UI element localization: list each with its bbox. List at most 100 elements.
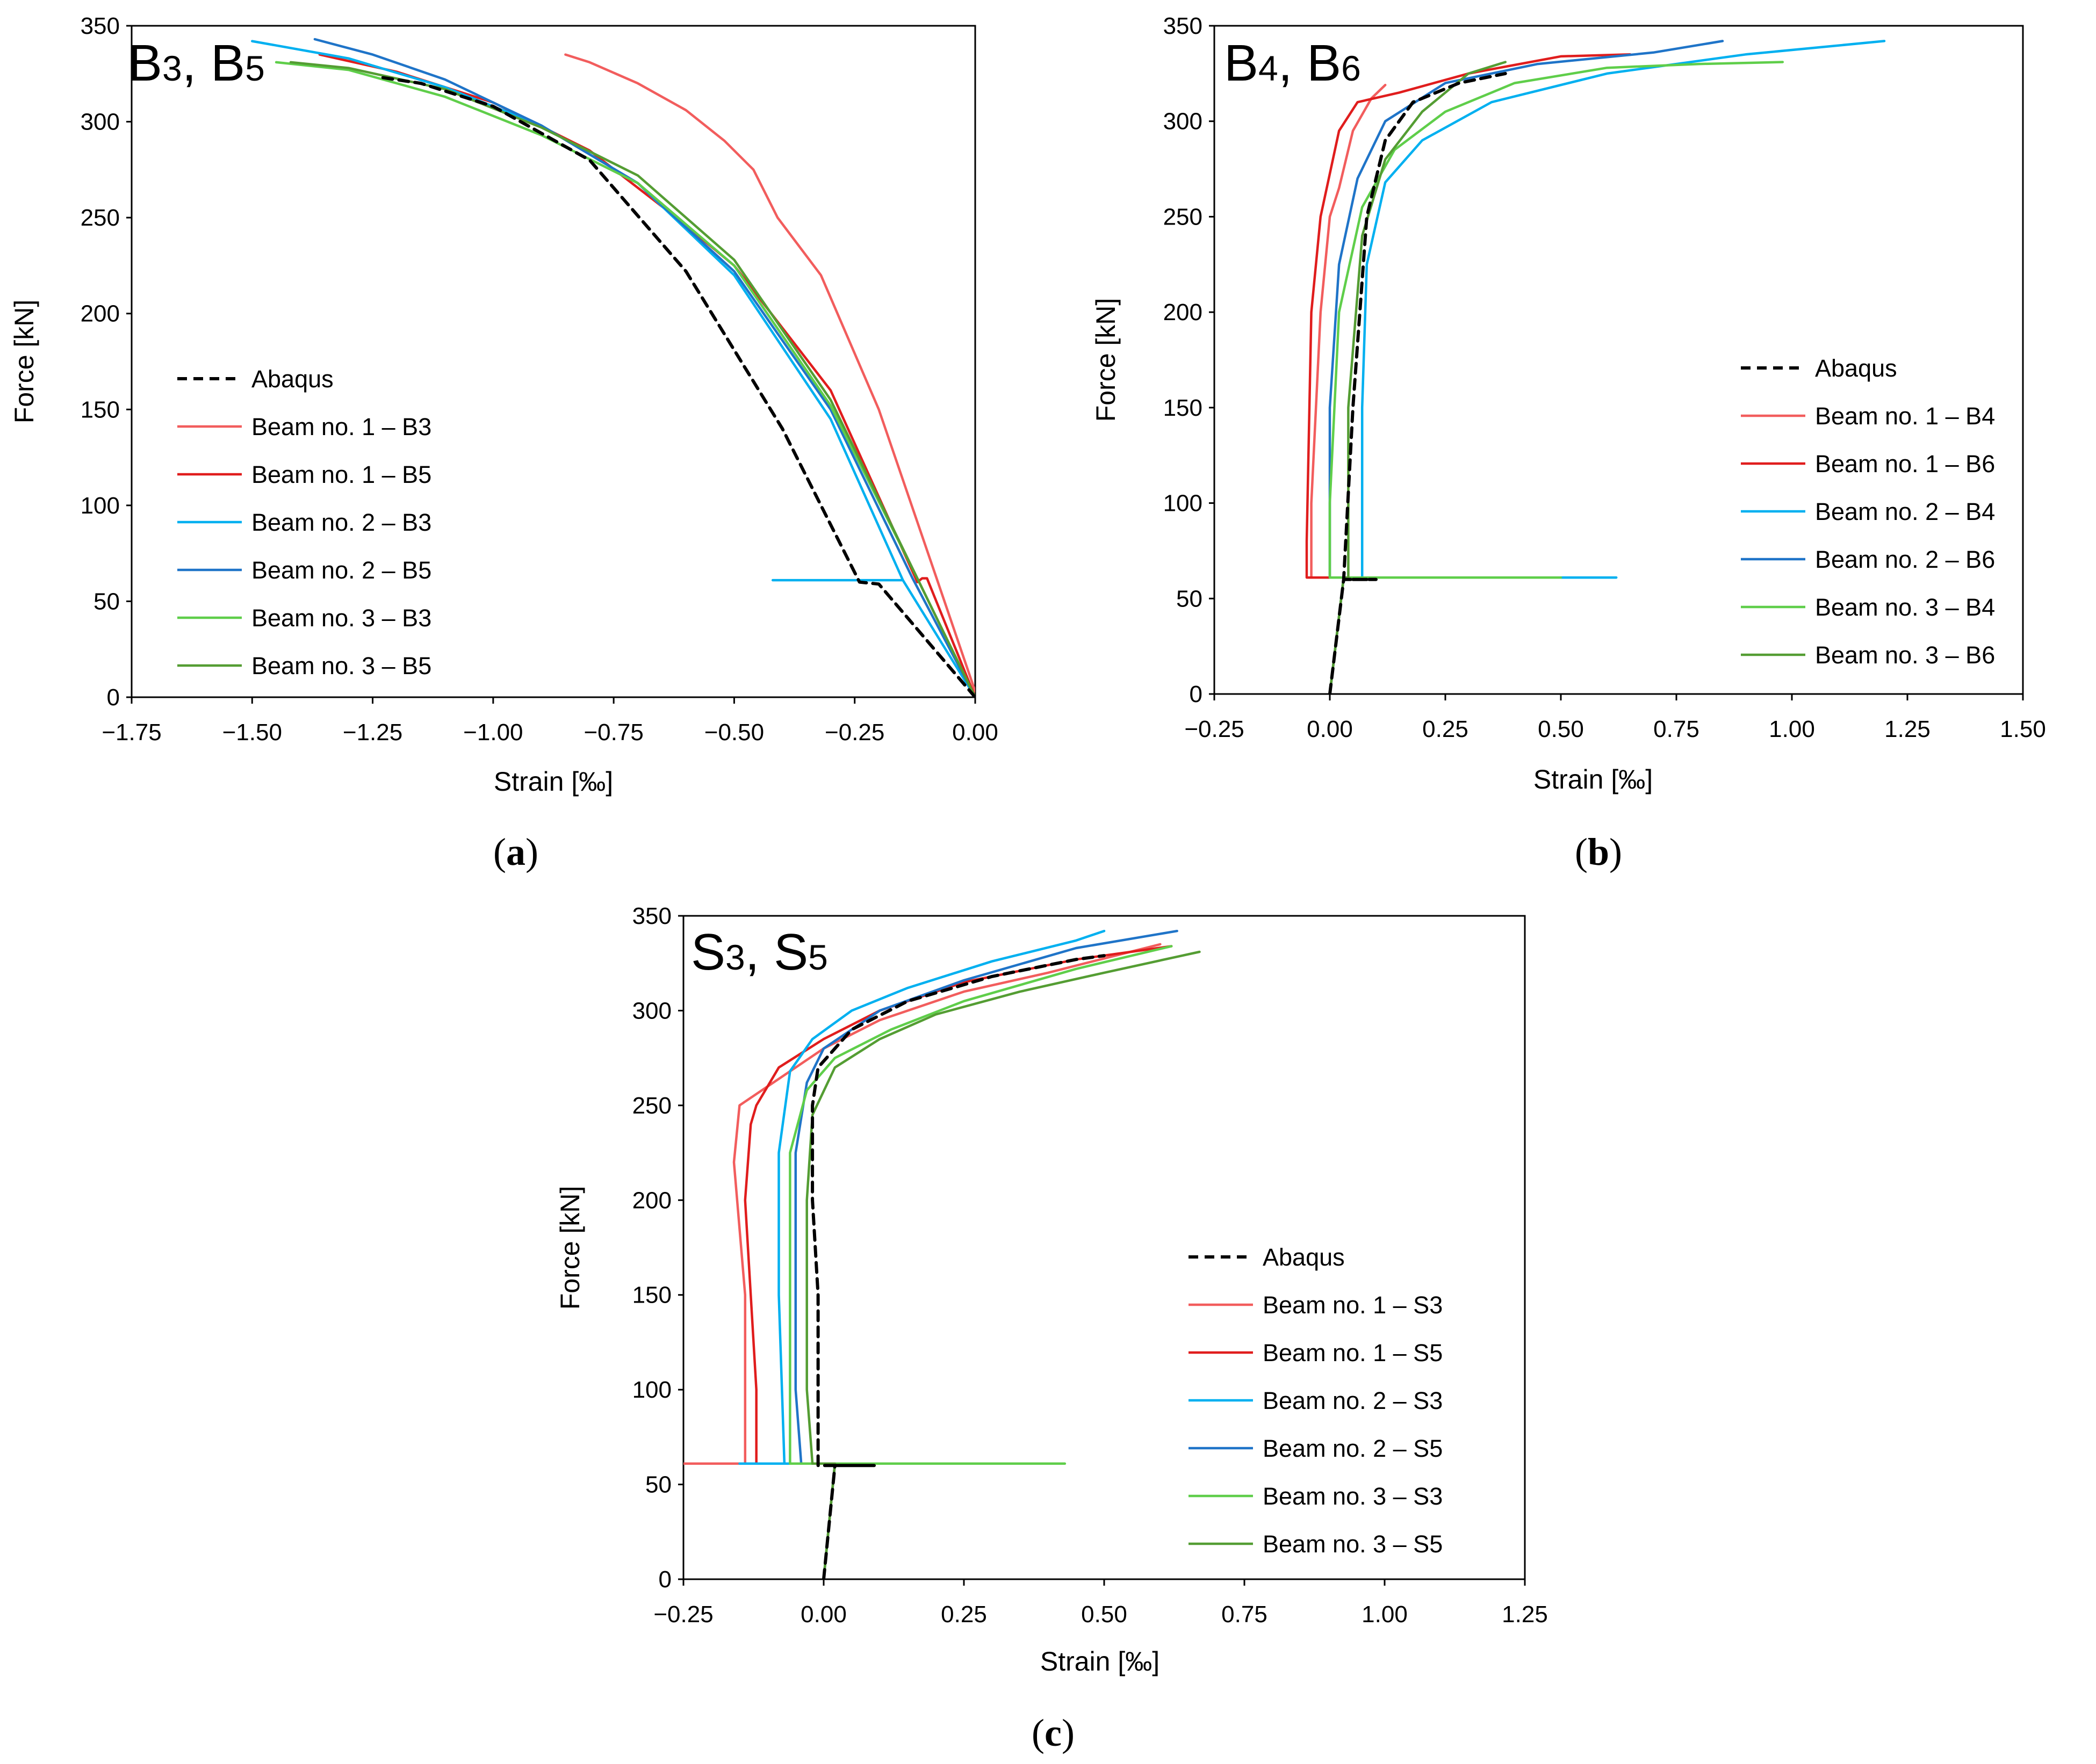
x-tick-label: −0.25 [653,1601,713,1628]
caption-letter: b [1588,830,1609,873]
x-tick-label: 0.00 [952,719,998,746]
legend-label-beam-no-1-b6: Beam no. 1 – B6 [1815,450,1995,478]
legend-label-beam-no-2-b3: Beam no. 2 – B3 [251,509,431,536]
caption-paren-open: ( [1032,1711,1045,1754]
y-tick-label: 200 [632,1187,672,1213]
x-tick-label: −0.25 [1184,716,1244,742]
x-tick-label: −1.75 [102,719,161,746]
panel-title-part: , [745,923,774,981]
x-tick-label: 1.00 [1769,716,1815,742]
x-tick-label: −0.25 [825,719,884,746]
x-tick-label: −1.25 [343,719,402,746]
legend-label-beam-no-3-b3: Beam no. 3 – B3 [251,604,431,632]
panel-title-subscript: 6 [1341,48,1361,88]
y-tick-label: 0 [659,1566,672,1593]
x-tick-label: 0.25 [1422,716,1468,742]
series-line-beam-no-3-s3 [789,945,1173,1579]
legend-label-beam-no-3-b5: Beam no. 3 – B5 [251,652,431,679]
series-line-abaqus [811,954,1106,1579]
panel-title-part: B [211,34,245,92]
series-line-beam-no-3-b4 [1328,61,1784,694]
x-tick-label: 0.00 [1307,716,1353,742]
y-tick-label: 50 [645,1472,672,1498]
caption-paren-close: ) [525,830,538,873]
panel-title-part: B [1224,34,1258,92]
y-axis-label: Force [kN] [9,300,39,424]
x-tick-label: −1.50 [222,719,282,746]
series-group [1305,40,1886,694]
y-tick-label: 250 [1163,204,1202,230]
panel-title-subscript: 3 [162,48,182,88]
x-tick-label: 0.25 [941,1601,987,1628]
series-line-beam-no-3-s5 [805,950,1201,1579]
y-tick-label: 300 [632,997,672,1024]
plot-frame [131,25,976,698]
y-tick-label: 300 [1163,109,1202,135]
x-axis-label: Strain [‰] [1533,764,1653,794]
legend-label-beam-no-2-b4: Beam no. 2 – B4 [1815,498,1995,525]
panel-title-part: , [182,34,211,92]
caption-paren-close: ) [1062,1711,1075,1754]
panel-title-subscript: 4 [1258,48,1278,88]
y-tick-label: 150 [632,1282,672,1308]
y-tick-label: 100 [81,493,120,519]
y-tick-label: 350 [1163,13,1202,39]
panel-title: S3, S5 [691,923,828,981]
x-tick-label: 0.75 [1653,716,1699,742]
series-line-beam-no-3-b5 [289,61,975,697]
legend-label-abaqus: Abaqus [251,365,334,393]
y-tick-label: 350 [81,13,120,39]
panel-caption: (c) [1032,1711,1075,1754]
x-tick-label: −1.00 [463,719,523,746]
x-tick-label: −0.75 [584,719,643,746]
legend-label-beam-no-1-b5: Beam no. 1 – B5 [251,461,431,488]
legend-label-beam-no-1-b3: Beam no. 1 – B3 [251,413,431,440]
x-tick-label: 1.25 [1884,716,1931,742]
x-tick-label: 0.50 [1538,716,1584,742]
panel-a: 0 50 100 150 200 250 300 350 −1.75 −1.50 −1.25 −1.0… [9,13,998,873]
x-tick-label: 0.50 [1081,1601,1127,1628]
series-group [251,38,975,697]
legend-label-beam-no-2-s5: Beam no. 2 – S5 [1263,1435,1443,1462]
series-line-beam-no-2-s3 [738,929,1106,1579]
y-tick-label: 150 [1163,395,1202,421]
legend-label-beam-no-2-b5: Beam no. 2 – B5 [251,556,431,584]
x-tick-label: −0.50 [704,719,764,746]
legend-label-beam-no-2-b6: Beam no. 2 – B6 [1815,546,1995,573]
x-tick-label: 1.25 [1502,1601,1548,1628]
legend-label-beam-no-1-s3: Beam no. 1 – S3 [1263,1291,1443,1319]
panel-title-part: B [128,34,162,92]
panel-title-part: S [691,923,725,981]
series-line-beam-no-1-b3 [564,53,975,693]
x-axis-label: Strain [‰] [1040,1646,1159,1676]
legend-label-beam-no-3-b4: Beam no. 3 – B4 [1815,594,1995,621]
panel-title-part: B [1307,34,1341,92]
y-tick-label: 250 [81,205,120,231]
caption-letter: c [1045,1711,1062,1754]
legend-label-beam-no-3-b6: Beam no. 3 – B6 [1815,641,1995,669]
y-axis-label: Force [kN] [555,1186,585,1310]
panel-title: B4, B6 [1224,34,1361,92]
legend-label-beam-no-3-s5: Beam no. 3 – S5 [1263,1530,1443,1558]
legend-label-beam-no-3-s3: Beam no. 3 – S3 [1263,1483,1443,1510]
panel-caption: (a) [493,830,538,873]
panel-c: 0 50 100 150 200 250 300 350 −0.25 0.00 0.25 0.50 0.… [555,903,1548,1754]
legend-label-beam-no-1-s5: Beam no. 1 – S5 [1263,1339,1443,1367]
y-tick-label: 200 [81,301,120,327]
panel-title-part: S [774,923,808,981]
caption-paren-open: ( [493,830,506,873]
series-line-abaqus [1328,71,1507,694]
series-group [683,929,1201,1579]
y-tick-label: 50 [1176,585,1202,612]
y-tick-label: 200 [1163,299,1202,326]
y-tick-label: 50 [93,588,120,614]
y-tick-label: 300 [81,109,120,135]
y-tick-label: 100 [632,1377,672,1403]
caption-paren-close: ) [1609,830,1622,873]
legend-label-beam-no-2-s3: Beam no. 2 – S3 [1263,1387,1443,1414]
x-tick-label: 1.00 [1362,1601,1408,1628]
panel-title-part: , [1278,34,1307,92]
y-tick-label: 250 [632,1093,672,1119]
